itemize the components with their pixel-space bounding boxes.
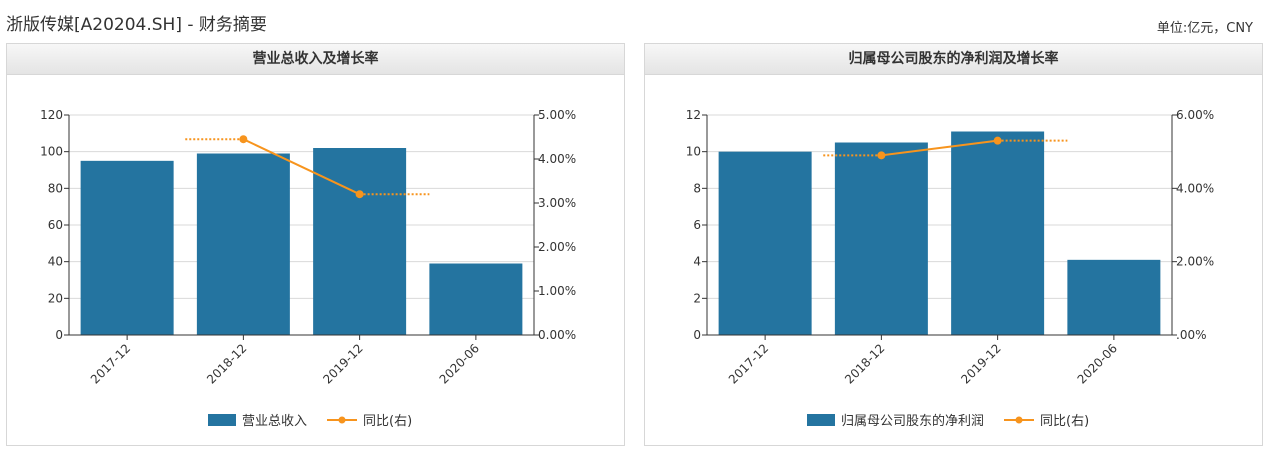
- net-profit-chart-title: 归属母公司股东的净利润及增长率: [645, 44, 1262, 75]
- right-axis-tick-label: 5.00%: [538, 108, 576, 122]
- legend-line-label: 同比(右): [1040, 414, 1089, 429]
- left-axis-tick-label: 0: [693, 328, 701, 342]
- left-axis-tick-label: 12: [686, 108, 701, 122]
- right-axis-tick-label: 6.00%: [1176, 108, 1214, 122]
- bar: [313, 148, 407, 335]
- left-axis-tick-label: 8: [693, 181, 701, 195]
- left-axis-tick-label: 6: [693, 218, 701, 232]
- legend-line-label: 同比(右): [363, 414, 412, 429]
- legend-bar-label: 营业总收入: [242, 414, 307, 429]
- left-axis-tick-label: 60: [48, 218, 63, 232]
- right-axis-tick-label: 1.00%: [538, 284, 576, 298]
- left-axis-tick-label: 40: [48, 255, 63, 269]
- revenue-chart-title: 营业总收入及增长率: [7, 44, 624, 75]
- left-axis-tick-label: 80: [48, 181, 63, 195]
- right-axis-tick-label: 2.00%: [1176, 255, 1214, 269]
- bar: [718, 151, 812, 335]
- right-axis-tick-label: .00%: [1176, 328, 1207, 342]
- x-axis-tick-label: 2017-12: [726, 341, 771, 386]
- left-axis-tick-label: 120: [40, 108, 63, 122]
- bar: [196, 153, 290, 335]
- growth-line: [242, 138, 361, 196]
- right-axis-tick-label: 4.00%: [538, 152, 576, 166]
- bar: [1067, 259, 1161, 335]
- left-axis-tick-label: 20: [48, 291, 63, 305]
- unit-label: 单位:亿元，CNY: [1156, 21, 1253, 36]
- left-axis-tick-label: 4: [693, 255, 701, 269]
- bar: [429, 263, 523, 335]
- x-axis-tick-label: 2020-06: [1075, 341, 1120, 386]
- right-axis-tick-label: 3.00%: [538, 196, 576, 210]
- growth-point: [877, 151, 886, 160]
- left-axis-tick-label: 0: [55, 328, 63, 342]
- left-axis-tick-label: 100: [40, 145, 63, 159]
- legend-bar-swatch: [807, 414, 835, 426]
- growth-point: [993, 136, 1002, 145]
- legend-line-marker: [1015, 416, 1023, 424]
- bar: [80, 160, 174, 335]
- net-profit-chart-panel: 归属母公司股东的净利润及增长率 0 2 4 6 8 10 12 .00% 2.00% 4.00% 6…: [644, 43, 1263, 446]
- right-axis-tick-label: 0.00%: [538, 328, 576, 342]
- x-axis-tick-label: 2017-12: [88, 341, 133, 386]
- growth-point: [355, 190, 364, 199]
- net-profit-chart: 0 2 4 6 8 10 12 .00% 2.00% 4.00% 6.00% 2017-12 2018-…: [686, 108, 1214, 429]
- left-axis-tick-label: 10: [686, 145, 701, 159]
- right-axis-tick-label: 2.00%: [538, 240, 576, 254]
- x-axis-tick-label: 2018-12: [842, 341, 887, 386]
- x-axis-tick-label: 2019-12: [958, 341, 1003, 386]
- x-axis-tick-label: 2020-06: [437, 341, 482, 386]
- bar: [951, 131, 1045, 335]
- right-axis-tick-label: 4.00%: [1176, 181, 1214, 195]
- legend-bar-label: 归属母公司股东的净利润: [841, 413, 984, 429]
- x-axis-tick-label: 2018-12: [204, 341, 249, 386]
- legend-line-marker: [338, 416, 346, 424]
- page-title: 浙版传媒[A20204.SH] - 财务摘要: [6, 15, 267, 35]
- growth-point: [239, 135, 248, 144]
- legend-bar-swatch: [208, 414, 236, 426]
- growth-line: [881, 139, 998, 157]
- bar: [834, 142, 928, 335]
- left-axis-tick-label: 2: [693, 291, 701, 305]
- revenue-chart-panel: 营业总收入及增长率 0 20 40 60 80 100 120 0.00% 1.00% 2.00%…: [6, 43, 625, 446]
- revenue-chart: 0 20 40 60 80 100 120 0.00% 1.00% 2.00% 3.00% 4.00%…: [40, 108, 576, 429]
- x-axis-tick-label: 2019-12: [320, 341, 365, 386]
